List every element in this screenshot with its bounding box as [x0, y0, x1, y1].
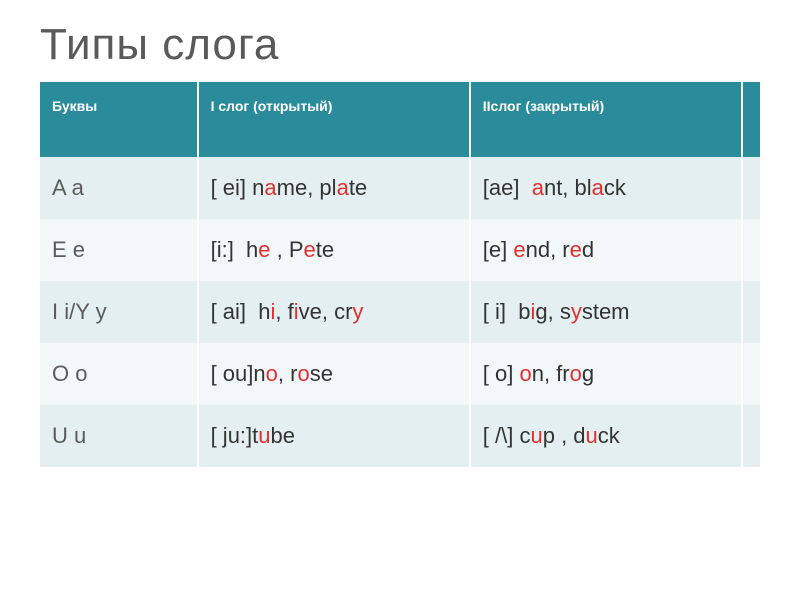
- table-row: O o[ ou]no, rose[ o] on, frog: [40, 343, 760, 405]
- text-segment: ck: [598, 423, 620, 448]
- highlight-letter: u: [586, 423, 598, 448]
- cell-closed: [ae] ant, black: [470, 157, 742, 219]
- highlight-letter: a: [592, 175, 604, 200]
- cell-letters: U u: [40, 405, 198, 467]
- col-header-open: I слог (открытый): [198, 82, 470, 157]
- cell-tail: [742, 405, 760, 467]
- cell-tail: [742, 157, 760, 219]
- text-segment: nt, bl: [544, 175, 592, 200]
- cell-letters: A a: [40, 157, 198, 219]
- text-segment: nd, r: [526, 237, 570, 262]
- cell-closed: [ i] big, system: [470, 281, 742, 343]
- highlight-letter: o: [570, 361, 582, 386]
- highlight-letter: a: [337, 175, 349, 200]
- highlight-letter: u: [258, 423, 270, 448]
- highlight-letter: u: [530, 423, 542, 448]
- text-segment: ve, cr: [299, 299, 353, 324]
- highlight-letter: o: [266, 361, 278, 386]
- text-segment: stem: [582, 299, 630, 324]
- highlight-letter: e: [513, 237, 525, 262]
- text-segment: g, s: [535, 299, 570, 324]
- highlight-letter: y: [571, 299, 582, 324]
- text-segment: be: [271, 423, 295, 448]
- cell-open: [ ju:]tube: [198, 405, 470, 467]
- text-segment: se: [310, 361, 333, 386]
- text-segment: te: [349, 175, 367, 200]
- highlight-letter: o: [519, 361, 531, 386]
- cell-open: [ ei] name, plate: [198, 157, 470, 219]
- cell-closed: [ o] on, frog: [470, 343, 742, 405]
- col-header-tail: [742, 82, 760, 157]
- syllable-table: Буквы I слог (открытый) IIслог (закрытый…: [40, 82, 760, 467]
- page-title: Типы слога: [40, 20, 760, 70]
- col-header-closed: IIслог (закрытый): [470, 82, 742, 157]
- text-segment: te: [316, 237, 334, 262]
- table-row: I i/Y y[ ai] hi, five, cry[ i] big, syst…: [40, 281, 760, 343]
- text-segment: me, pl: [277, 175, 337, 200]
- table-row: U u[ ju:]tube[ /\] cup , duck: [40, 405, 760, 467]
- text-segment: [ ei] n: [211, 175, 265, 200]
- text-segment: [ o]: [483, 361, 520, 386]
- cell-letters: E e: [40, 219, 198, 281]
- highlight-letter: o: [297, 361, 309, 386]
- text-segment: n, fr: [532, 361, 570, 386]
- text-segment: , r: [278, 361, 298, 386]
- text-segment: [ ju:]t: [211, 423, 259, 448]
- text-segment: [ /\] c: [483, 423, 531, 448]
- cell-open: [ ou]no, rose: [198, 343, 470, 405]
- cell-closed: [ /\] cup , duck: [470, 405, 742, 467]
- highlight-letter: e: [304, 237, 316, 262]
- table-row: E e[i:] he , Pete[e] end, red: [40, 219, 760, 281]
- highlight-letter: y: [352, 299, 363, 324]
- text-segment: [i:] h: [211, 237, 259, 262]
- cell-tail: [742, 281, 760, 343]
- col-header-letters: Буквы: [40, 82, 198, 157]
- text-segment: [ i] b: [483, 299, 531, 324]
- text-segment: [e]: [483, 237, 514, 262]
- cell-open: [i:] he , Pete: [198, 219, 470, 281]
- cell-letters: I i/Y y: [40, 281, 198, 343]
- text-segment: p , d: [543, 423, 586, 448]
- text-segment: [ae]: [483, 175, 532, 200]
- text-segment: g: [582, 361, 594, 386]
- highlight-letter: e: [570, 237, 582, 262]
- cell-tail: [742, 343, 760, 405]
- text-segment: , f: [275, 299, 293, 324]
- cell-closed: [e] end, red: [470, 219, 742, 281]
- text-segment: , P: [271, 237, 304, 262]
- table-row: A a[ ei] name, plate[ae] ant, black: [40, 157, 760, 219]
- cell-tail: [742, 219, 760, 281]
- table-header-row: Буквы I слог (открытый) IIслог (закрытый…: [40, 82, 760, 157]
- text-segment: [ ou]n: [211, 361, 266, 386]
- text-segment: [ ai] h: [211, 299, 271, 324]
- text-segment: ck: [604, 175, 626, 200]
- highlight-letter: a: [264, 175, 276, 200]
- cell-open: [ ai] hi, five, cry: [198, 281, 470, 343]
- text-segment: d: [582, 237, 594, 262]
- highlight-letter: e: [258, 237, 270, 262]
- cell-letters: O o: [40, 343, 198, 405]
- highlight-letter: a: [532, 175, 544, 200]
